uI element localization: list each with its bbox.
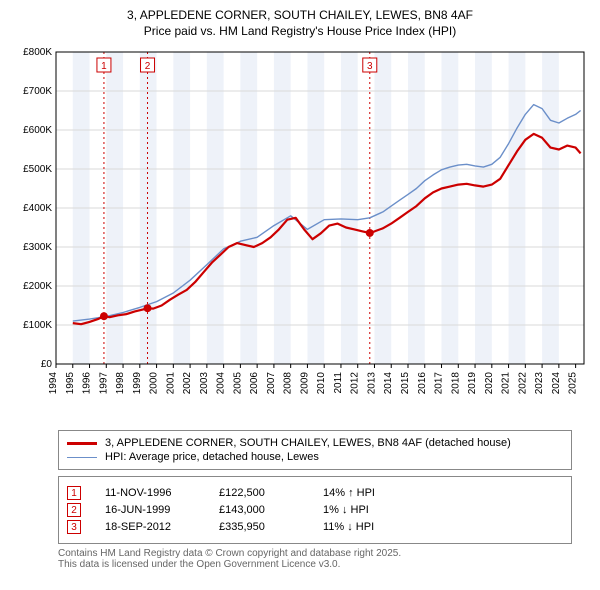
transaction-price: £122,500 [219,487,299,499]
chart-svg: £0 £100K £200K £300K £400K £500K £600K £700K £80… [8,44,592,414]
table-row: 3 18-SEP-2012 £335,950 11% ↓ HPI [67,520,563,534]
svg-text:£300K: £300K [23,242,52,253]
svg-text:2020: 2020 [484,372,495,395]
svg-text:2024: 2024 [551,372,562,395]
svg-text:2003: 2003 [199,372,210,395]
svg-text:2016: 2016 [417,372,428,395]
svg-text:2014: 2014 [383,372,394,395]
svg-text:1999: 1999 [132,372,143,395]
svg-text:2004: 2004 [216,372,227,395]
footer-attribution: Contains HM Land Registry data © Crown c… [58,548,572,570]
svg-text:2006: 2006 [249,372,260,395]
svg-text:2011: 2011 [333,372,344,394]
legend-row-hpi: HPI: Average price, detached house, Lewe… [67,451,563,463]
transaction-date: 11-NOV-1996 [105,487,195,499]
transaction-price: £143,000 [219,504,299,516]
svg-text:2007: 2007 [266,372,277,395]
price-chart: £0 £100K £200K £300K £400K £500K £600K £700K £80… [8,44,592,424]
svg-text:2: 2 [145,61,151,72]
svg-text:2012: 2012 [350,372,361,395]
svg-text:1994: 1994 [48,372,59,395]
svg-text:£100K: £100K [23,320,52,331]
svg-text:2008: 2008 [283,372,294,395]
svg-text:£200K: £200K [23,281,52,292]
svg-text:£600K: £600K [23,125,52,136]
legend-row-property: 3, APPLEDENE CORNER, SOUTH CHAILEY, LEWE… [67,437,563,449]
svg-text:2021: 2021 [501,372,512,395]
legend-swatch-property [67,442,97,445]
legend-label-hpi: HPI: Average price, detached house, Lewe… [105,451,319,463]
svg-text:2015: 2015 [400,372,411,395]
legend-box: 3, APPLEDENE CORNER, SOUTH CHAILEY, LEWE… [58,430,572,470]
transaction-date: 16-JUN-1999 [105,504,195,516]
svg-text:£400K: £400K [23,203,52,214]
svg-text:2017: 2017 [434,372,445,395]
transactions-table: 1 11-NOV-1996 £122,500 14% ↑ HPI 2 16-JU… [58,476,572,544]
transaction-delta: 14% ↑ HPI [323,487,413,499]
legend-swatch-hpi [67,457,97,458]
svg-text:2019: 2019 [467,372,478,395]
transaction-marker-3: 3 [67,520,81,534]
svg-text:2022: 2022 [517,372,528,395]
footer-line2: This data is licensed under the Open Gov… [58,559,572,570]
svg-text:1998: 1998 [115,372,126,395]
svg-text:2013: 2013 [366,372,377,395]
svg-text:1997: 1997 [98,372,109,395]
transaction-marker-1: 1 [67,486,81,500]
svg-text:1: 1 [101,61,107,72]
svg-text:2009: 2009 [299,372,310,395]
transaction-price: £335,950 [219,521,299,533]
chart-title-line2: Price paid vs. HM Land Registry's House … [8,24,592,38]
svg-text:2018: 2018 [450,372,461,395]
svg-text:2000: 2000 [149,372,160,395]
chart-title-line1: 3, APPLEDENE CORNER, SOUTH CHAILEY, LEWE… [8,8,592,22]
table-row: 2 16-JUN-1999 £143,000 1% ↓ HPI [67,503,563,517]
legend-label-property: 3, APPLEDENE CORNER, SOUTH CHAILEY, LEWE… [105,437,511,449]
svg-text:2023: 2023 [534,372,545,395]
svg-text:£500K: £500K [23,164,52,175]
transaction-marker-2: 2 [67,503,81,517]
footer-line1: Contains HM Land Registry data © Crown c… [58,548,572,559]
table-row: 1 11-NOV-1996 £122,500 14% ↑ HPI [67,486,563,500]
transaction-delta: 11% ↓ HPI [323,521,413,533]
svg-text:£0: £0 [41,359,53,370]
transaction-date: 18-SEP-2012 [105,521,195,533]
svg-text:2010: 2010 [316,372,327,395]
svg-text:2002: 2002 [182,372,193,395]
transaction-delta: 1% ↓ HPI [323,504,413,516]
svg-text:2025: 2025 [568,372,579,395]
svg-text:2001: 2001 [165,372,176,395]
svg-text:1995: 1995 [65,372,76,395]
svg-text:3: 3 [367,61,373,72]
svg-text:£700K: £700K [23,86,52,97]
svg-text:2005: 2005 [232,372,243,395]
svg-text:1996: 1996 [82,372,93,395]
svg-text:£800K: £800K [23,47,52,58]
